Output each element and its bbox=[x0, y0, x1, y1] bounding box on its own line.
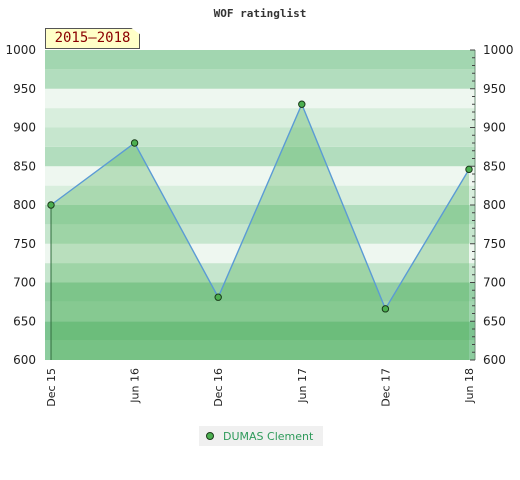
legend-label: DUMAS Clement bbox=[223, 429, 314, 443]
series-points bbox=[47, 100, 473, 313]
background-band bbox=[45, 88, 475, 109]
y-axis-right-ticks: 600 650 700 750 800 850 900 950 1000 bbox=[470, 43, 514, 367]
series-line bbox=[50, 102, 470, 311]
data-point bbox=[298, 100, 306, 108]
period-badge: 2015–2018 bbox=[45, 28, 140, 49]
y-tick-label-right: 850 bbox=[483, 159, 506, 173]
chart-title: WOF ratinglist bbox=[214, 7, 307, 20]
data-point bbox=[465, 165, 473, 174]
x-axis-ticks: Dec 15 Jun 16 Dec 16 Jun 17 Dec 17 Jun 18 bbox=[45, 368, 476, 407]
y-tick-label-left: 600 bbox=[13, 353, 36, 367]
data-point bbox=[47, 201, 55, 209]
legend-marker bbox=[206, 432, 214, 440]
y-tick-label-right: 800 bbox=[483, 198, 506, 212]
x-tick-label: Jun 17 bbox=[296, 368, 309, 404]
background-band bbox=[45, 224, 475, 244]
y-tick-label-right: 950 bbox=[483, 82, 506, 96]
y-tick-label-left: 950 bbox=[13, 82, 36, 96]
x-tick-label: Jun 18 bbox=[463, 368, 476, 404]
background-band bbox=[45, 301, 475, 322]
series-area bbox=[50, 102, 470, 360]
data-point bbox=[214, 293, 222, 301]
y-tick-label-left: 750 bbox=[13, 237, 36, 251]
data-point bbox=[130, 139, 139, 147]
x-tick-label: Dec 15 bbox=[45, 368, 58, 407]
x-tick-label: Jun 16 bbox=[129, 368, 142, 404]
background-bands bbox=[45, 50, 475, 360]
background-band bbox=[45, 146, 475, 167]
background-band bbox=[45, 127, 475, 147]
legend: DUMAS Clement bbox=[199, 426, 323, 446]
background-band bbox=[45, 166, 475, 186]
background-band bbox=[45, 282, 475, 302]
y-tick-label-left: 850 bbox=[13, 159, 36, 173]
y-tick-label-left: 650 bbox=[13, 314, 36, 328]
background-band bbox=[45, 50, 475, 70]
y-tick-label-left: 800 bbox=[13, 198, 36, 212]
background-band bbox=[45, 185, 475, 205]
x-tick-label: Dec 17 bbox=[379, 368, 392, 407]
y-tick-label-left: 900 bbox=[13, 121, 36, 135]
background-band bbox=[45, 108, 475, 128]
background-band bbox=[45, 69, 475, 89]
background-band bbox=[45, 205, 475, 225]
background-band bbox=[45, 263, 475, 283]
data-point bbox=[381, 305, 390, 313]
y-tick-label-right: 1000 bbox=[483, 43, 514, 57]
y-tick-label-right: 650 bbox=[483, 314, 506, 328]
y-tick-label-right: 750 bbox=[483, 237, 506, 251]
x-tick-label: Dec 16 bbox=[212, 368, 225, 407]
y-tick-label-right: 600 bbox=[483, 353, 506, 367]
y-axis-left-ticks: 600 650 700 750 800 850 900 950 1000 bbox=[5, 43, 36, 367]
background-band bbox=[45, 340, 475, 360]
background-band bbox=[45, 321, 475, 341]
y-tick-label-left: 1000 bbox=[5, 43, 36, 57]
background-band bbox=[45, 243, 475, 264]
y-tick-label-right: 900 bbox=[483, 121, 506, 135]
y-tick-label-right: 700 bbox=[483, 276, 506, 290]
y-tick-label-left: 700 bbox=[13, 276, 36, 290]
series-area-fill bbox=[51, 104, 469, 360]
